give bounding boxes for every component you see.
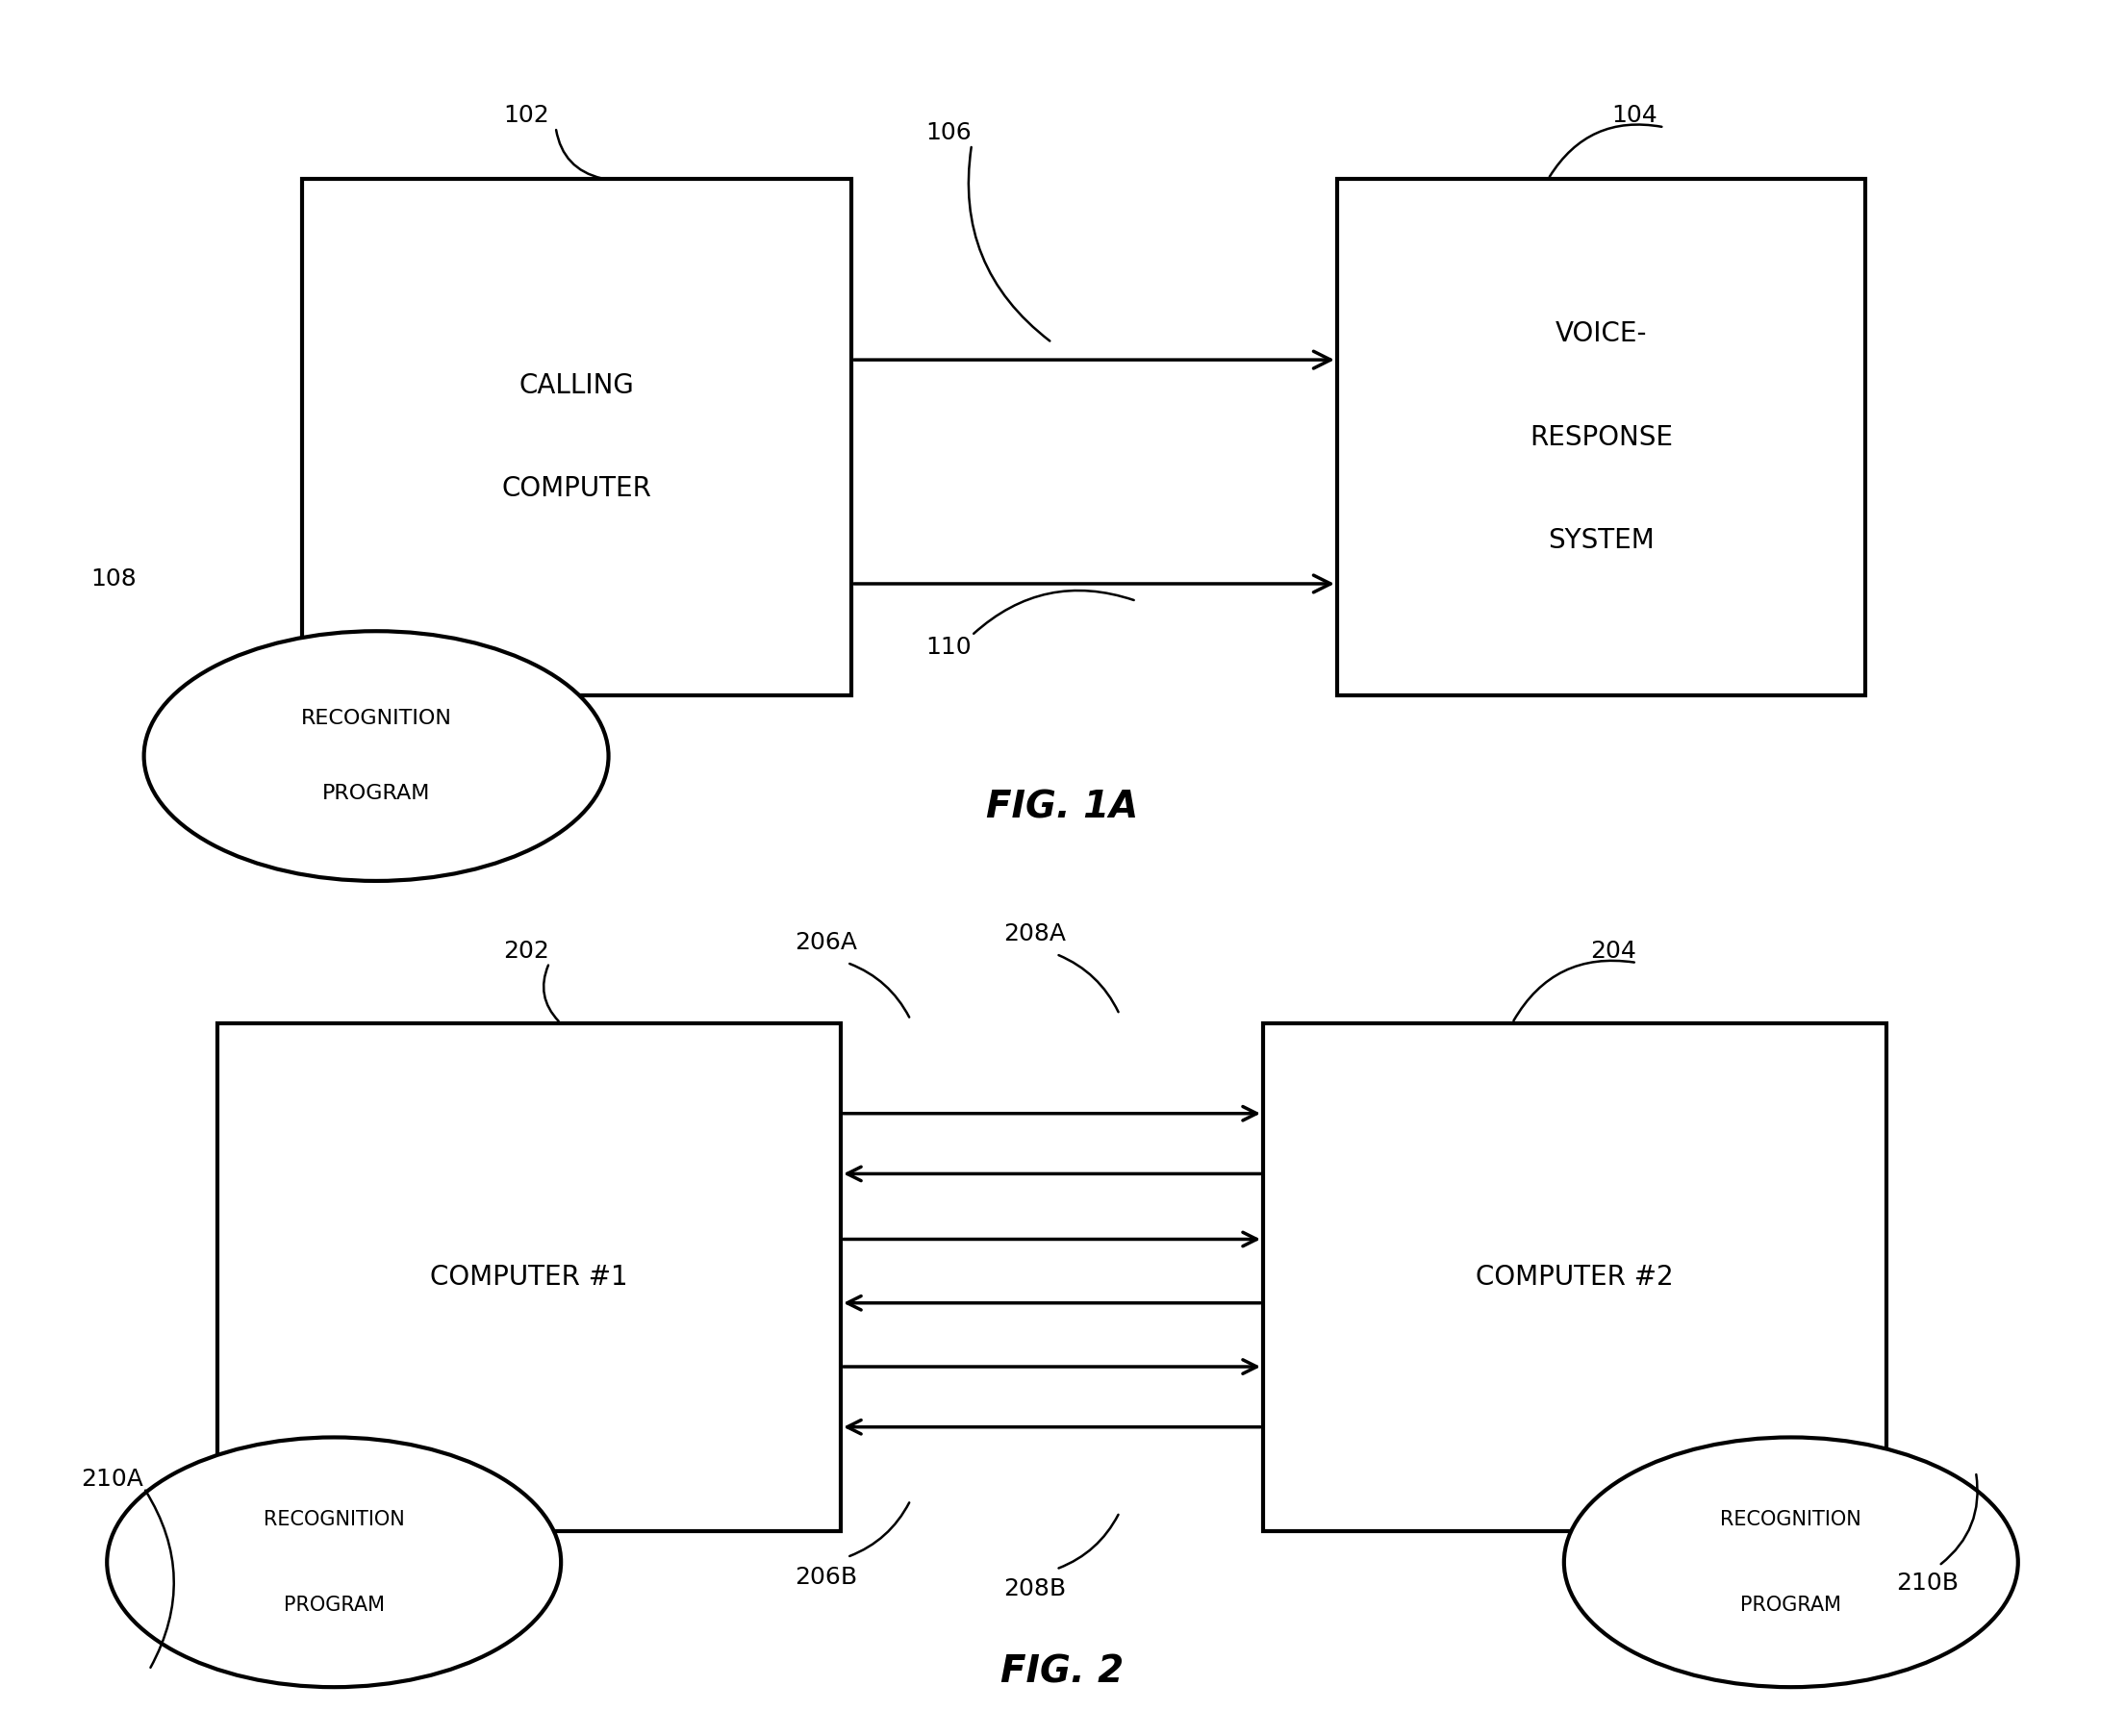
Text: 208A: 208A xyxy=(1003,922,1067,946)
Text: RECOGNITION: RECOGNITION xyxy=(1721,1510,1862,1529)
Text: 204: 204 xyxy=(1590,939,1636,963)
Text: 210B: 210B xyxy=(1898,1571,1959,1594)
Text: 110: 110 xyxy=(924,635,971,658)
Text: PROGRAM: PROGRAM xyxy=(1740,1595,1842,1614)
Text: VOICE-: VOICE- xyxy=(1556,321,1647,347)
Bar xyxy=(219,1023,842,1531)
Text: RESPONSE: RESPONSE xyxy=(1530,424,1672,451)
Text: 210A: 210A xyxy=(81,1469,142,1491)
Text: 102: 102 xyxy=(504,104,548,127)
Text: 206A: 206A xyxy=(795,930,856,955)
Text: 104: 104 xyxy=(1611,104,1658,127)
Text: 202: 202 xyxy=(504,939,548,963)
Text: COMPUTER #1: COMPUTER #1 xyxy=(431,1264,629,1290)
Text: COMPUTER: COMPUTER xyxy=(501,476,652,502)
Ellipse shape xyxy=(144,632,608,880)
Text: PROGRAM: PROGRAM xyxy=(323,785,429,804)
Text: PROGRAM: PROGRAM xyxy=(283,1595,385,1614)
Text: COMPUTER #2: COMPUTER #2 xyxy=(1475,1264,1674,1290)
Text: 108: 108 xyxy=(91,568,138,590)
Text: RECOGNITION: RECOGNITION xyxy=(302,708,453,727)
Text: FIG. 1A: FIG. 1A xyxy=(986,790,1139,826)
Text: SYSTEM: SYSTEM xyxy=(1547,528,1653,554)
Bar xyxy=(1337,179,1866,696)
Text: 206B: 206B xyxy=(795,1566,856,1588)
Bar xyxy=(1262,1023,1887,1531)
Text: RECOGNITION: RECOGNITION xyxy=(264,1510,404,1529)
Text: CALLING: CALLING xyxy=(518,372,635,399)
Ellipse shape xyxy=(106,1437,561,1687)
Text: 208B: 208B xyxy=(1003,1578,1067,1601)
Text: 106: 106 xyxy=(924,122,971,144)
Text: FIG. 2: FIG. 2 xyxy=(1001,1654,1124,1691)
Ellipse shape xyxy=(1564,1437,2019,1687)
Bar xyxy=(302,179,852,696)
